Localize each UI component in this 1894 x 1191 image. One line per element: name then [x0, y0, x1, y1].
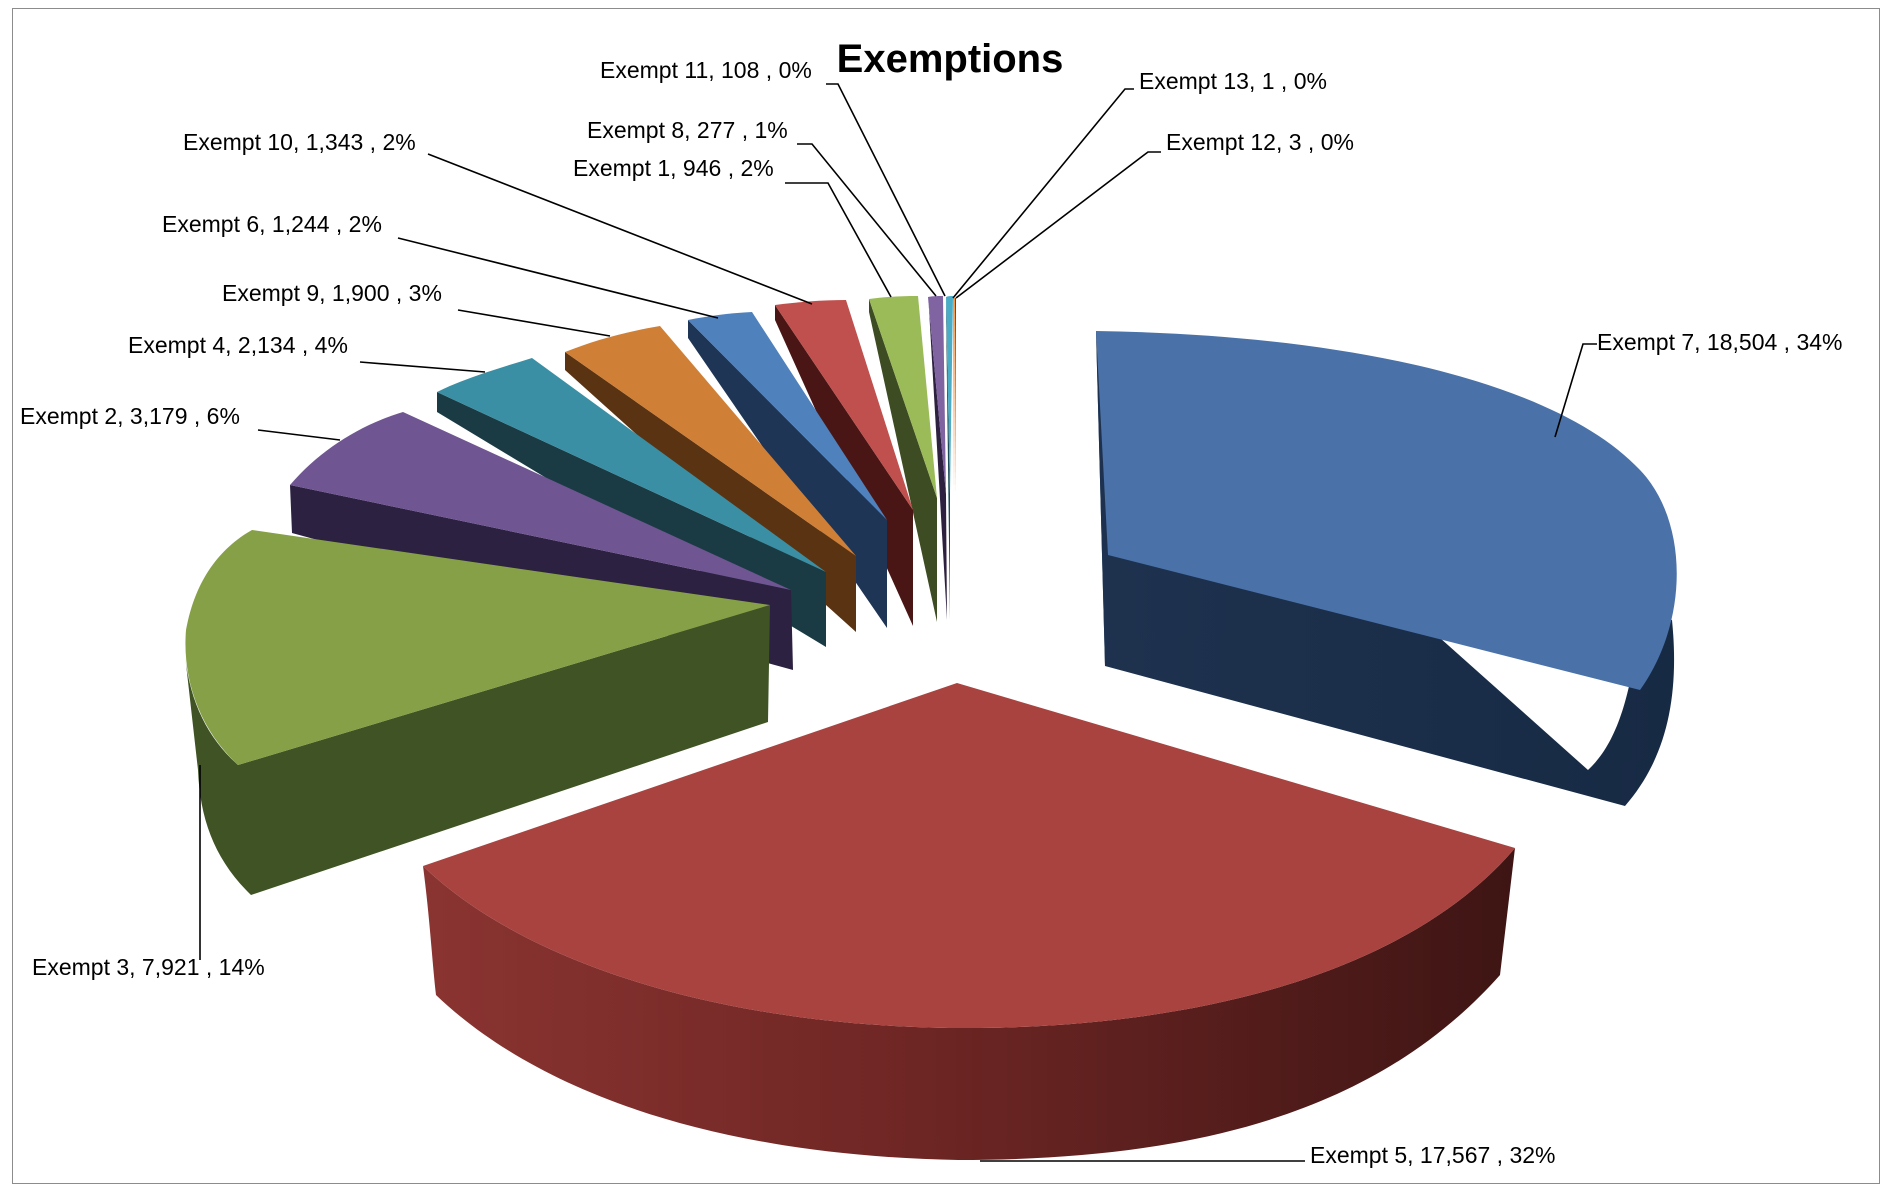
data-label-exempt-3: Exempt 3, 7,921 , 14% [32, 954, 265, 980]
pie-slice-top [423, 683, 1515, 1029]
pie-slice-top [955, 298, 956, 494]
pie-slice-exempt-11 [946, 296, 953, 620]
pie-slice-side [423, 848, 1515, 1160]
leader-line-exempt-8 [797, 143, 937, 297]
data-label-exempt-12: Exempt 12, 3 , 0% [1166, 129, 1354, 155]
leader-line-exempt-7 [1554, 343, 1597, 438]
pie-slice-top [953, 298, 955, 494]
leader-line-exempt-4 [359, 361, 486, 373]
pie-slice-top [290, 412, 791, 590]
leader-line-exempt-11 [826, 83, 946, 297]
pie-slice-exempt-13 [953, 298, 955, 494]
data-label-exempt-8: Exempt 8, 277 , 1% [587, 117, 788, 143]
pie-slice-exempt-8 [928, 296, 947, 620]
pie-slice-top [185, 530, 771, 765]
leader-line-exempt-9 [457, 309, 611, 337]
pie-slice-exempt-12 [955, 298, 956, 494]
data-label-exempt-1: Exempt 1, 946 , 2% [573, 155, 774, 181]
data-label-exempt-4: Exempt 4, 2,134 , 4% [128, 332, 348, 358]
data-label-exempt-5: Exempt 5, 17,567 , 32% [1310, 1142, 1556, 1168]
pie-slice-exempt-1 [869, 296, 937, 622]
pie-slice-side [946, 297, 950, 620]
leader-line-exempt-13 [952, 88, 1134, 299]
pie-slice-top [869, 296, 937, 498]
data-label-exempt-7: Exempt 7, 18,504 , 34% [1597, 329, 1843, 355]
pie-slice-top [565, 326, 856, 556]
data-label-exempt-13: Exempt 13, 1 , 0% [1139, 68, 1327, 94]
leader-line-exempt-12 [955, 151, 1161, 299]
pie-slice-top [928, 296, 946, 494]
data-label-exempt-10: Exempt 10, 1,343 , 2% [183, 129, 416, 155]
pie-slice-exempt-5 [423, 683, 1515, 1160]
pie-slice-side [185, 605, 770, 895]
pie-slice-top [946, 296, 953, 494]
pie-slice-top [775, 300, 913, 510]
data-label-exempt-11: Exempt 11, 108 , 0% [600, 57, 812, 83]
chart-title: Exemptions [837, 37, 1064, 81]
leader-line-exempt-10 [427, 153, 813, 305]
data-label-exempt-2: Exempt 2, 3,179 , 6% [20, 403, 240, 429]
data-label-exempt-9: Exempt 9, 1,900 , 3% [222, 280, 442, 306]
data-label-exempt-6: Exempt 6, 1,244 , 2% [162, 211, 382, 237]
pie-slice-top [1096, 331, 1677, 690]
pie-slice-side [869, 299, 937, 622]
pie-slice-exempt-7 [1096, 331, 1677, 806]
leader-line-exempt-6 [397, 237, 719, 319]
leader-line-exempt-2 [257, 429, 341, 441]
pie-slice-top [437, 358, 826, 572]
pie-slice-exempt-3 [185, 530, 771, 895]
pie-slice-side [1096, 331, 1675, 806]
leader-line-exempt-1 [785, 182, 892, 298]
pie-slice-top [688, 312, 887, 520]
